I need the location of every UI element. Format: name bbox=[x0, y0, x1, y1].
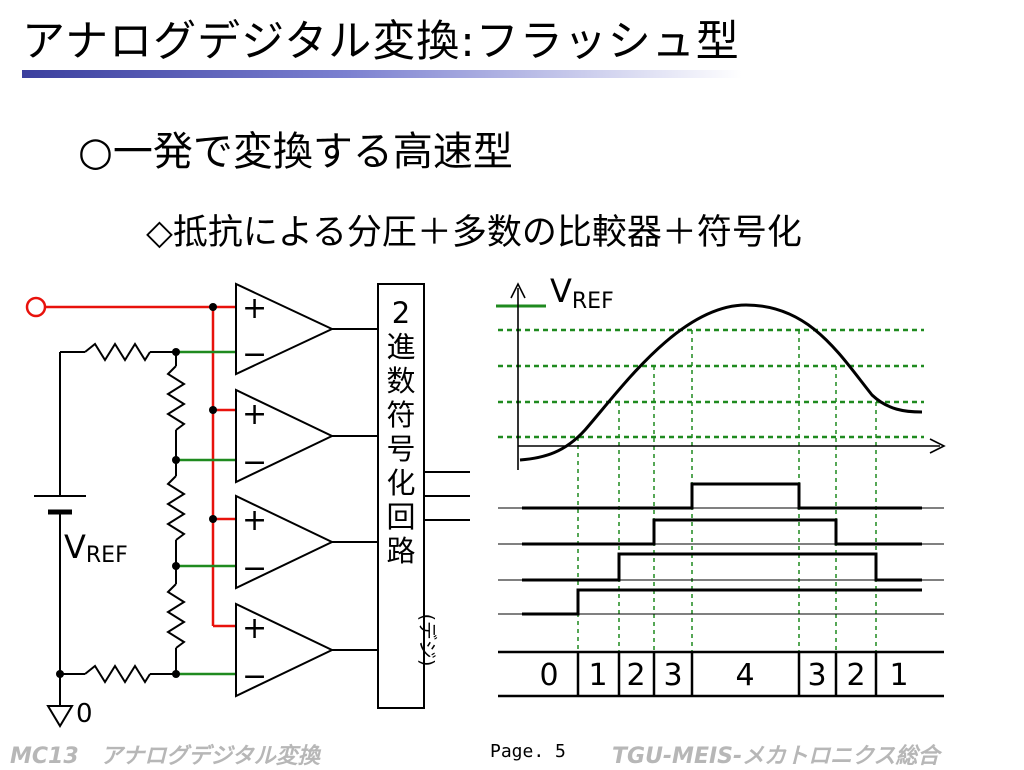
encoder-outputs bbox=[424, 471, 470, 521]
footer-course-title: MC13 アナログデジタル変換 bbox=[10, 744, 320, 769]
footer-page-number: Page. 5 bbox=[490, 741, 566, 762]
plus-sign: + bbox=[242, 291, 267, 326]
encoder-note: (デジ) bbox=[416, 614, 438, 667]
junction-dot bbox=[56, 670, 64, 678]
junction-dot bbox=[172, 670, 180, 678]
encoder-char: 回 bbox=[386, 500, 415, 534]
comparator-output-1 bbox=[522, 588, 922, 616]
waveform-vref-label: VREF bbox=[550, 272, 614, 314]
code-bus bbox=[498, 650, 944, 698]
encoder-char: 化 bbox=[386, 466, 415, 500]
tap-wires bbox=[176, 350, 236, 676]
output-baselines bbox=[498, 507, 944, 615]
flash-adc-diagram: + − + − + − + − VREF 0 2 進 数 符 号 化 回 路 (… bbox=[25, 272, 946, 729]
slide-title: アナログデジタル変換:フラッシュ型 bbox=[22, 17, 740, 67]
footer-org-name: TGU-MEIS-メカトロニクス総合 bbox=[612, 744, 940, 769]
code-value: 3 bbox=[663, 658, 682, 693]
junction-dot bbox=[209, 406, 217, 414]
resistor-top bbox=[84, 342, 151, 362]
encoder-char: 路 bbox=[386, 534, 415, 568]
circuit bbox=[25, 282, 470, 728]
circuit-vref-label: VREF bbox=[64, 528, 128, 568]
comparator-output-3 bbox=[522, 518, 922, 546]
code-value: 3 bbox=[807, 658, 826, 693]
code-values: 0 1 2 3 4 3 2 1 bbox=[539, 658, 908, 693]
junction-dot bbox=[172, 456, 180, 464]
input-signal-curve bbox=[519, 303, 923, 462]
encoder-char: 符 bbox=[386, 398, 415, 432]
encoder-label: 2 進 数 符 号 化 回 路 (デジ) bbox=[386, 296, 438, 666]
encoder-char: 進 bbox=[386, 330, 415, 364]
code-value: 0 bbox=[539, 658, 558, 693]
comparator-2 bbox=[235, 388, 378, 484]
minus-sign: − bbox=[242, 445, 267, 480]
title-underline bbox=[22, 70, 742, 78]
minus-sign: − bbox=[242, 551, 267, 586]
comparator-signs: + − + − + − + − bbox=[242, 291, 267, 694]
input-wire bbox=[25, 296, 236, 628]
waveform-plot: VREF 0 1 bbox=[496, 272, 946, 698]
minus-sign: − bbox=[242, 659, 267, 694]
bullet-components: ◇抵抗による分圧＋多数の比較器＋符号化 bbox=[146, 213, 802, 253]
comparator-output-traces bbox=[522, 482, 922, 616]
ladder-resistor-1 bbox=[166, 365, 186, 431]
junction-dot bbox=[172, 348, 180, 356]
bullet-high-speed: ○一発で変換する高速型 bbox=[78, 129, 513, 175]
input-terminal bbox=[25, 296, 47, 318]
vref-battery bbox=[34, 495, 86, 515]
plot-axes bbox=[510, 282, 946, 470]
comparator-3 bbox=[235, 494, 378, 590]
code-value: 1 bbox=[889, 658, 908, 693]
plus-sign: + bbox=[242, 611, 267, 646]
encoder-char: 数 bbox=[386, 364, 415, 398]
comparator-1 bbox=[235, 282, 378, 376]
encoder-char: 号 bbox=[386, 432, 415, 466]
threshold-lines bbox=[498, 328, 924, 439]
encoder-char: 2 bbox=[392, 296, 410, 330]
comparator-output-2 bbox=[522, 552, 922, 582]
comparator-output-4 bbox=[522, 482, 922, 510]
ground-label: 0 bbox=[76, 699, 93, 729]
code-value: 2 bbox=[626, 658, 645, 693]
code-value: 4 bbox=[735, 658, 754, 693]
junction-dot bbox=[209, 515, 217, 523]
crossing-guides bbox=[577, 330, 877, 696]
ladder-resistor-2 bbox=[166, 475, 186, 541]
plus-sign: + bbox=[242, 503, 267, 538]
code-value: 2 bbox=[846, 658, 865, 693]
resistor-bottom bbox=[84, 664, 151, 684]
ladder-resistor-3 bbox=[166, 583, 186, 649]
junction-dot bbox=[209, 303, 217, 311]
code-value: 1 bbox=[588, 658, 607, 693]
comparator-4 bbox=[235, 602, 378, 698]
plus-sign: + bbox=[242, 397, 267, 432]
ground-symbol bbox=[46, 705, 74, 728]
minus-sign: − bbox=[242, 337, 267, 372]
junction-dot bbox=[172, 562, 180, 570]
